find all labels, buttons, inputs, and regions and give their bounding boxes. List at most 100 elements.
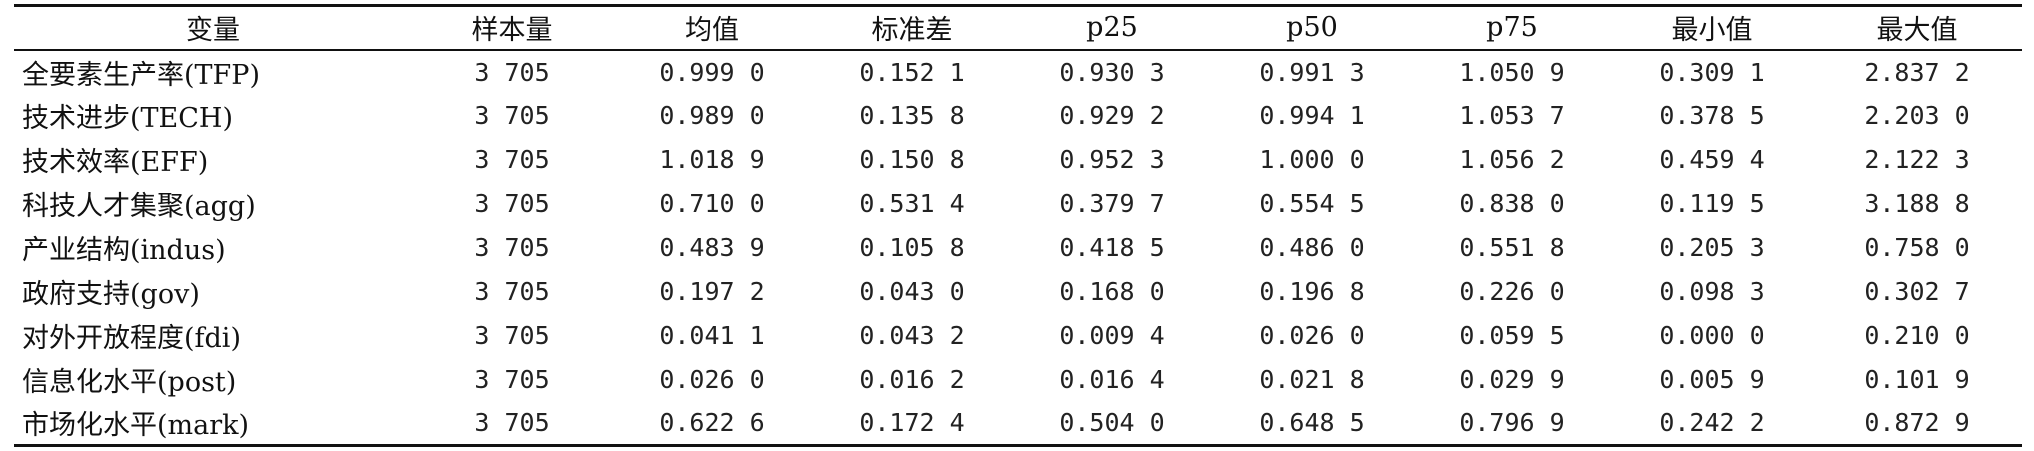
cell-variable: 技术效率(EFF) [22,147,209,178]
cell-p50: 0.994 1 [1259,101,1365,130]
cell-p25: 0.504 0 [1059,408,1165,438]
cell-p25: 0.016 4 [1059,365,1165,394]
cell-p75: 0.029 9 [1459,365,1565,394]
cell-p50: 0.648 5 [1259,408,1365,438]
cell-sample-size: 3 705 [474,101,550,130]
header-p75: p75 [1486,12,1538,44]
cell-p50: 0.026 0 [1259,321,1365,350]
cell-p50: 0.991 3 [1259,57,1365,87]
cell-sample-size: 3 705 [474,365,550,394]
cell-sample-size: 3 705 [474,189,550,218]
cell-variable: 信息化水平(post) [22,367,237,398]
table-body: 全要素生产率(TFP) 3 705 0.999 0 0.152 1 0.930 … [14,50,2022,446]
cell-sample-size: 3 705 [474,57,550,87]
cell-p75: 0.059 5 [1459,321,1565,350]
cell-std-dev: 0.043 2 [859,321,965,350]
cell-min: 0.005 9 [1659,365,1765,394]
cell-std-dev: 0.016 2 [859,365,965,394]
cell-mean: 0.710 0 [659,189,765,218]
cell-sample-size: 3 705 [474,277,550,306]
header-min: 最小值 [1671,15,1753,47]
cell-variable: 政府支持(gov) [22,279,200,310]
cell-p75: 1.053 7 [1459,101,1565,130]
header-max: 最大值 [1876,15,1958,47]
cell-variable: 产业结构(indus) [22,235,226,266]
header-std-dev: 标准差 [871,15,953,47]
cell-sample-size: 3 705 [474,233,550,262]
table-row: 技术进步(TECH) 3 705 0.989 0 0.135 8 0.929 2… [14,94,2022,138]
cell-p75: 1.056 2 [1459,145,1565,174]
cell-variable: 对外开放程度(fdi) [22,323,241,354]
cell-p25: 0.952 3 [1059,145,1165,174]
cell-mean: 0.622 6 [659,408,765,438]
cell-std-dev: 0.152 1 [859,57,965,87]
cell-p25: 0.009 4 [1059,321,1165,350]
cell-p50: 0.196 8 [1259,277,1365,306]
cell-std-dev: 0.531 4 [859,189,965,218]
cell-max: 0.302 7 [1864,277,1970,306]
cell-min: 0.000 0 [1659,321,1765,350]
cell-p50: 0.554 5 [1259,189,1365,218]
table-row: 全要素生产率(TFP) 3 705 0.999 0 0.152 1 0.930 … [14,50,2022,94]
cell-min: 0.378 5 [1659,101,1765,130]
cell-variable: 市场化水平(mark) [22,410,250,442]
cell-p25: 0.379 7 [1059,189,1165,218]
cell-mean: 0.999 0 [659,57,765,87]
cell-p25: 0.929 2 [1059,101,1165,130]
cell-min: 0.309 1 [1659,57,1765,87]
cell-max: 0.101 9 [1864,365,1970,394]
cell-variable: 科技人才集聚(agg) [22,191,256,222]
cell-p50: 0.486 0 [1259,233,1365,262]
table-row: 科技人才集聚(agg) 3 705 0.710 0 0.531 4 0.379 … [14,182,2022,226]
cell-p50: 1.000 0 [1259,145,1365,174]
header-p50: p50 [1286,12,1338,44]
cell-p75: 0.796 9 [1459,408,1565,438]
cell-std-dev: 0.105 8 [859,233,965,262]
cell-p25: 0.930 3 [1059,57,1165,87]
cell-p75: 0.551 8 [1459,233,1565,262]
cell-mean: 1.018 9 [659,145,765,174]
descriptive-statistics-table: 变量 样本量 均值 标准差 p25 p50 p75 最小值 最大值 全要素生产率… [14,4,2022,447]
table-row: 市场化水平(mark) 3 705 0.622 6 0.172 4 0.504 … [14,402,2022,446]
header-row: 变量 样本量 均值 标准差 p25 p50 p75 最小值 最大值 [14,5,2022,50]
cell-mean: 0.989 0 [659,101,765,130]
table-row: 产业结构(indus) 3 705 0.483 9 0.105 8 0.418 … [14,226,2022,270]
cell-std-dev: 0.172 4 [859,408,965,438]
cell-max: 0.210 0 [1864,321,1970,350]
cell-p75: 1.050 9 [1459,57,1565,87]
cell-variable: 技术进步(TECH) [22,103,233,134]
header-sample-size: 样本量 [471,15,553,47]
cell-p25: 0.418 5 [1059,233,1165,262]
cell-max: 0.758 0 [1864,233,1970,262]
cell-p75: 0.838 0 [1459,189,1565,218]
header-p25: p25 [1086,12,1138,44]
cell-max: 2.122 3 [1864,145,1970,174]
cell-min: 0.098 3 [1659,277,1765,306]
cell-min: 0.205 3 [1659,233,1765,262]
cell-p25: 0.168 0 [1059,277,1165,306]
header-variable: 变量 [186,15,240,47]
cell-std-dev: 0.043 0 [859,277,965,306]
cell-mean: 0.483 9 [659,233,765,262]
cell-max: 0.872 9 [1864,408,1970,438]
cell-mean: 0.041 1 [659,321,765,350]
cell-mean: 0.197 2 [659,277,765,306]
table-row: 技术效率(EFF) 3 705 1.018 9 0.150 8 0.952 3 … [14,138,2022,182]
table-header: 变量 样本量 均值 标准差 p25 p50 p75 最小值 最大值 [14,5,2022,50]
cell-variable: 全要素生产率(TFP) [22,59,260,91]
cell-max: 2.203 0 [1864,101,1970,130]
cell-sample-size: 3 705 [474,321,550,350]
cell-p75: 0.226 0 [1459,277,1565,306]
cell-min: 0.119 5 [1659,189,1765,218]
cell-std-dev: 0.150 8 [859,145,965,174]
cell-sample-size: 3 705 [474,408,550,438]
header-mean: 均值 [685,15,739,47]
table-row: 对外开放程度(fdi) 3 705 0.041 1 0.043 2 0.009 … [14,314,2022,358]
table-row: 政府支持(gov) 3 705 0.197 2 0.043 0 0.168 0 … [14,270,2022,314]
cell-min: 0.459 4 [1659,145,1765,174]
cell-mean: 0.026 0 [659,365,765,394]
cell-max: 3.188 8 [1864,189,1970,218]
cell-std-dev: 0.135 8 [859,101,965,130]
table-row: 信息化水平(post) 3 705 0.026 0 0.016 2 0.016 … [14,358,2022,402]
